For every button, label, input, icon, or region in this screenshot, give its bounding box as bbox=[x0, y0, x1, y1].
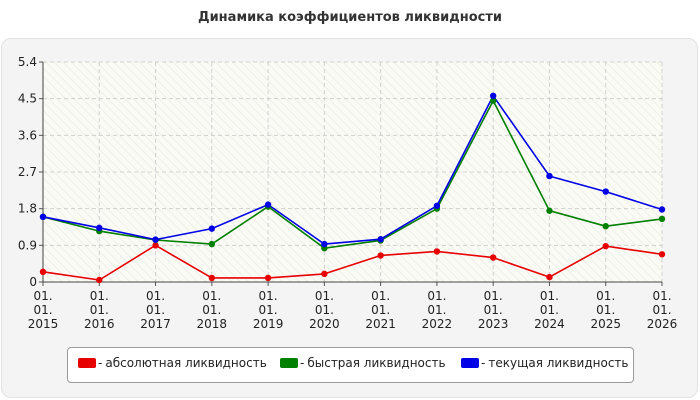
x-tick-label: 01. 01. 2023 bbox=[478, 289, 509, 331]
x-tick-label: 01. 01. 2024 bbox=[534, 289, 565, 331]
axes: 0 0.9 1.8 2.7 3.6 4.5 5.4 01. 01. 2015 01. 01. 2016 0… bbox=[18, 55, 677, 331]
data-point-absolute bbox=[39, 268, 47, 276]
data-point-current bbox=[658, 206, 666, 213]
legend-dash: - bbox=[300, 356, 305, 370]
legend-item-current[interactable]: - текущая ликвидность bbox=[461, 355, 629, 371]
x-tick-label: 01. 01. 2026 bbox=[647, 289, 678, 331]
x-tick-label: 01. 01. 2021 bbox=[365, 289, 396, 331]
y-tick-label: 0 bbox=[29, 275, 37, 289]
data-point-current bbox=[264, 201, 272, 208]
data-point-current bbox=[96, 224, 103, 232]
data-point-current bbox=[152, 236, 159, 243]
data-point-absolute bbox=[658, 251, 666, 258]
data-point-absolute bbox=[152, 242, 159, 249]
x-tick-label: 01. 01. 2020 bbox=[309, 289, 340, 331]
data-point-current bbox=[377, 236, 384, 243]
x-tick-label: 01. 01. 2016 bbox=[84, 289, 115, 331]
data-point-absolute bbox=[602, 242, 609, 250]
data-point-current bbox=[39, 213, 47, 221]
legend-swatch-absolute bbox=[78, 358, 96, 368]
data-point-quick bbox=[546, 207, 553, 214]
x-tick-label: 01. 01. 2022 bbox=[422, 289, 453, 331]
legend-label-absolute: абсолютная ликвидность bbox=[105, 356, 267, 370]
data-point-absolute bbox=[546, 273, 553, 281]
data-point-current bbox=[433, 202, 441, 210]
data-point-quick bbox=[489, 97, 497, 104]
data-point-current bbox=[489, 92, 497, 100]
data-point-quick bbox=[208, 240, 216, 248]
x-tick-label: 01. 01. 2015 bbox=[28, 289, 59, 331]
y-tick-label: 4.5 bbox=[18, 92, 37, 106]
data-point-absolute bbox=[433, 248, 441, 255]
legend-dash: - bbox=[481, 356, 486, 370]
legend-swatch-quick bbox=[280, 358, 298, 368]
data-point-current bbox=[546, 172, 553, 180]
y-tick-label: 1.8 bbox=[18, 202, 37, 216]
data-point-current bbox=[602, 188, 609, 195]
y-tick-label: 2.7 bbox=[18, 165, 37, 179]
series-line-current bbox=[42, 95, 663, 245]
legend-item-absolute[interactable]: - абсолютная ликвидность bbox=[78, 355, 267, 371]
series-lines bbox=[42, 95, 663, 281]
data-point-quick bbox=[658, 215, 666, 223]
legend-dash: - bbox=[98, 356, 103, 370]
y-tick-label: 0.9 bbox=[18, 238, 37, 252]
data-point-absolute bbox=[96, 276, 103, 284]
data-point-absolute bbox=[489, 254, 497, 261]
x-tick-label: 01. 01. 2019 bbox=[253, 289, 284, 331]
series-points bbox=[39, 92, 666, 284]
legend-item-quick[interactable]: - быстрая ликвидность bbox=[280, 355, 446, 371]
y-tick-label: 5.4 bbox=[18, 55, 37, 69]
y-tick-label: 3.6 bbox=[18, 128, 37, 142]
data-point-absolute bbox=[264, 274, 272, 282]
data-point-absolute bbox=[321, 270, 328, 278]
data-point-current bbox=[208, 225, 216, 232]
data-point-absolute bbox=[377, 252, 384, 259]
series-line-quick bbox=[42, 99, 663, 249]
legend-label-quick: быстрая ликвидность bbox=[307, 356, 446, 370]
legend-label-current: текущая ликвидность bbox=[488, 356, 629, 370]
x-tick-label: 01. 01. 2017 bbox=[140, 289, 171, 331]
data-point-current bbox=[321, 240, 328, 248]
chart-title: Динамика коэффициентов ликвидности bbox=[198, 10, 502, 25]
x-tick-label: 01. 01. 2025 bbox=[590, 289, 621, 331]
legend-swatch-current bbox=[461, 358, 479, 368]
series-line-absolute bbox=[42, 244, 663, 281]
x-tick-label: 01. 01. 2018 bbox=[197, 289, 228, 331]
data-point-quick bbox=[602, 222, 609, 230]
legend: - абсолютная ликвидность - быстрая ликви… bbox=[67, 347, 634, 383]
data-point-absolute bbox=[208, 274, 216, 282]
